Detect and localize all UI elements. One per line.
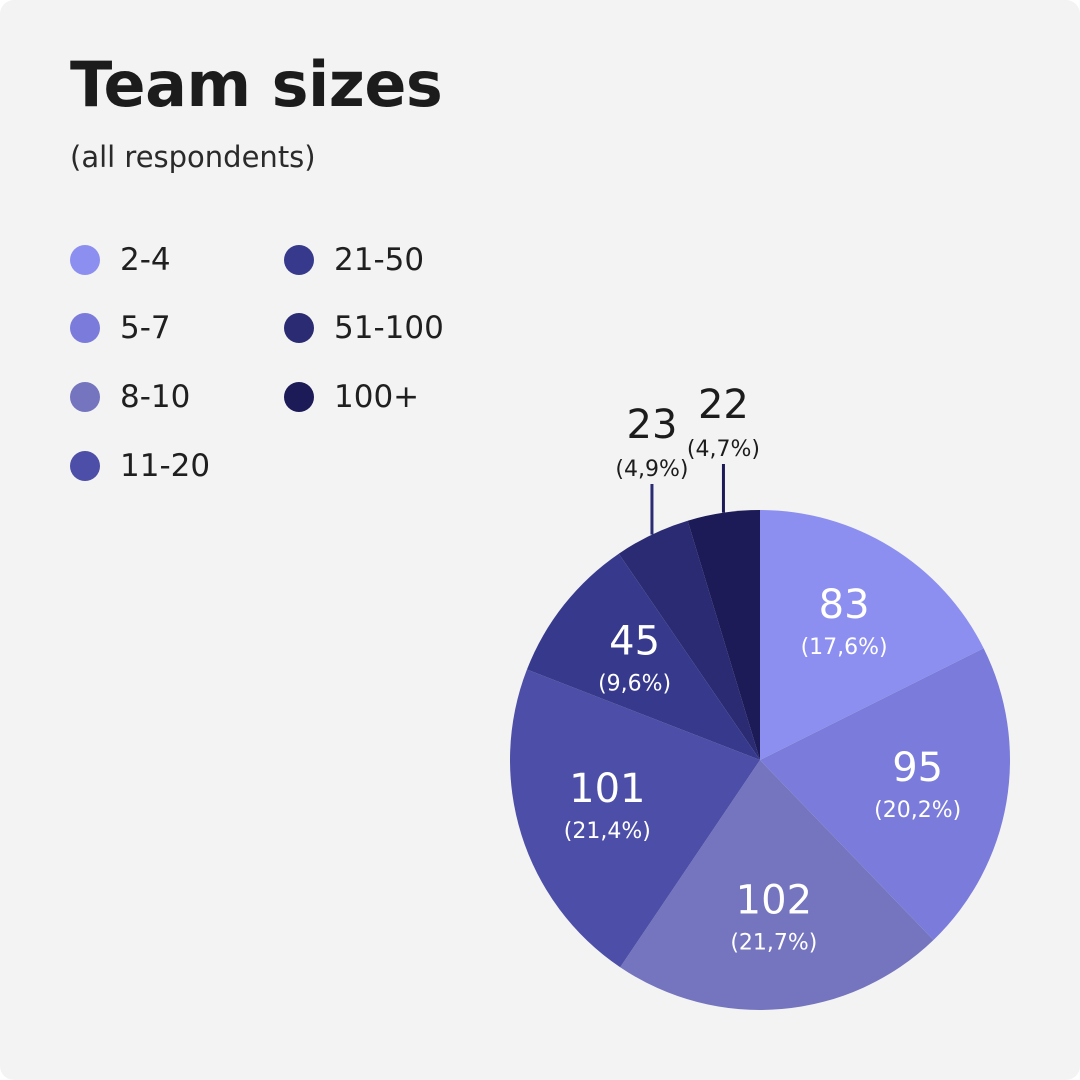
slice-value-label: 23 (627, 402, 678, 448)
legend-item-2-4: 2-4 (70, 240, 171, 280)
legend-swatch (70, 245, 100, 275)
chart-title: Team sizes (70, 48, 443, 121)
legend-label: 51-100 (334, 310, 444, 346)
slice-value-label: 45 (609, 619, 660, 665)
slice-percent-label: (21,4%) (564, 819, 651, 844)
legend-swatch (70, 382, 100, 412)
legend-label: 5-7 (120, 310, 171, 346)
legend-label: 8-10 (120, 379, 191, 415)
legend-label: 21-50 (334, 242, 425, 278)
legend-item-100-plus: 100+ (284, 377, 419, 417)
slice-value-label: 102 (736, 877, 812, 923)
legend-label: 2-4 (120, 242, 171, 278)
legend-label: 100+ (334, 379, 420, 415)
legend-item-5-7: 5-7 (70, 308, 171, 348)
slice-value-label: 101 (569, 766, 645, 812)
pie-slice-21-50 (526, 553, 760, 760)
pie-slice-100-plus (687, 510, 760, 760)
slice-percent-label: (21,7%) (730, 930, 817, 955)
pie-slice-51-100 (618, 520, 760, 760)
legend-item-21-50: 21-50 (284, 240, 424, 280)
legend-item-8-10: 8-10 (70, 377, 190, 417)
pie-slice-5-7 (760, 648, 1011, 940)
legend-item-11-20: 11-20 (70, 446, 210, 486)
legend-label: 11-20 (120, 448, 211, 484)
legend-item-51-100: 51-100 (284, 308, 444, 348)
legend-swatch (70, 451, 100, 481)
pie-slices (510, 510, 1011, 1010)
slice-value-label: 95 (892, 745, 943, 791)
pie-slice-2-4 (760, 510, 984, 760)
chart-subtitle: (all respondents) (70, 140, 316, 174)
slice-percent-label: (4,7%) (687, 437, 760, 462)
pie-slice-11-20 (510, 669, 760, 968)
slice-percent-label: (9,6%) (598, 672, 671, 697)
legend-swatch (284, 245, 314, 275)
slice-value-label: 83 (819, 582, 870, 628)
slice-percent-label: (17,6%) (801, 635, 888, 660)
legend-swatch (284, 382, 314, 412)
pie-slice-8-10 (620, 760, 934, 1010)
slice-value-label: 22 (698, 382, 749, 428)
slice-percent-label: (20,2%) (874, 798, 961, 823)
slice-percent-label: (4,9%) (615, 457, 688, 482)
legend-swatch (70, 313, 100, 343)
pie-labels: 83 (17,6%) 95 (20,2%) 102 (21,7%) 101 (21,4%) 45… (564, 382, 961, 955)
legend-swatch (284, 313, 314, 343)
